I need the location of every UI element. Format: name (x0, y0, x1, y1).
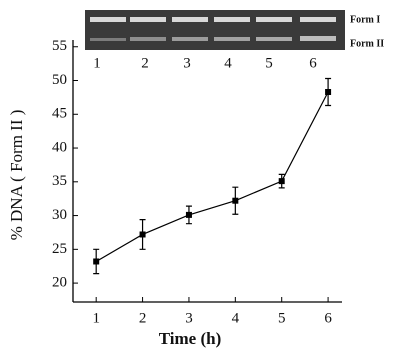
y-tick-label: 35 (52, 173, 67, 189)
x-axis-title: Time (h) (159, 329, 222, 348)
x-tick-label: 4 (232, 310, 240, 326)
x-tick-label: 3 (185, 310, 193, 326)
data-point (232, 198, 238, 204)
data-point (93, 258, 99, 264)
gel-band-label: Form I (350, 14, 380, 25)
y-tick-label: 40 (52, 139, 67, 155)
y-tick-label: 20 (52, 275, 67, 291)
x-tick-label: 5 (278, 310, 286, 326)
gel-lane-label: 2 (141, 55, 149, 71)
gel-lane-label: 4 (224, 55, 232, 71)
y-tick-label: 25 (52, 241, 67, 257)
data-point (140, 231, 146, 237)
gel-lane-label: 6 (309, 55, 317, 71)
data-line (96, 92, 328, 261)
data-point (186, 212, 192, 218)
data-point (279, 178, 285, 184)
y-tick-label: 45 (52, 106, 67, 122)
x-tick-label: 1 (92, 310, 100, 326)
gel-lane-label: 5 (265, 55, 273, 71)
y-tick-label: 50 (52, 72, 67, 88)
x-tick-label: 6 (324, 310, 332, 326)
chart: Time (h) % DNA ( Form II ) 2025303540455… (0, 0, 401, 356)
gel-lane-label: 3 (183, 55, 191, 71)
data-point (325, 89, 331, 95)
gel-lane-label: 1 (93, 55, 101, 71)
y-axis-title: % DNA ( Form II ) (7, 110, 26, 241)
y-tick-label: 55 (52, 38, 67, 54)
y-tick-label: 30 (52, 207, 67, 223)
gel-band-label: Form II (350, 38, 384, 49)
gel-image (85, 10, 345, 50)
x-tick-label: 2 (139, 310, 147, 326)
